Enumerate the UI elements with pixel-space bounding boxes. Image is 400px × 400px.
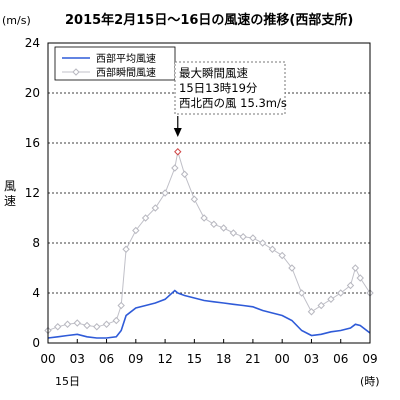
gust-point xyxy=(132,226,140,235)
x-tick-label: 06 xyxy=(99,352,114,366)
x-tick-label: 06 xyxy=(333,352,348,366)
legend-label-avg: 西部平均風速 xyxy=(96,52,156,65)
gust-point xyxy=(190,195,199,203)
y-tick-label: 8 xyxy=(32,236,40,250)
gust-point xyxy=(346,281,355,290)
x-unit-label: (時) xyxy=(360,375,380,388)
x-tick-label: 03 xyxy=(70,352,85,366)
gust-point xyxy=(297,289,306,297)
gust-point xyxy=(83,321,91,330)
y-axis-ticks: 0 4 8 12 16 20 24 xyxy=(25,36,40,350)
gust-point xyxy=(307,308,316,316)
avg-series-line xyxy=(47,289,371,339)
gust-point xyxy=(93,323,101,331)
plot-frame xyxy=(47,42,371,344)
gust-point xyxy=(73,319,81,327)
date-label: 15日 xyxy=(55,375,80,388)
legend-label-gust: 西部瞬間風速 xyxy=(96,66,156,79)
x-tick-label: 09 xyxy=(128,352,143,366)
grid-lines xyxy=(48,92,370,294)
annotation-arrow-head xyxy=(173,128,182,137)
x-tick-label: 00 xyxy=(275,352,290,366)
gust-point xyxy=(54,323,62,331)
gust-point xyxy=(239,233,247,241)
gust-point xyxy=(151,204,160,212)
gust-point xyxy=(356,274,364,282)
x-tick-label: 15 xyxy=(187,352,202,366)
annotation-line: 15日13時19分 xyxy=(179,81,258,95)
gust-point xyxy=(180,170,189,178)
annotation-line: 西北西の風 15.3m/s xyxy=(179,96,287,110)
annotation-box xyxy=(174,61,286,115)
gust-point xyxy=(268,245,277,253)
gust-point xyxy=(317,301,325,310)
x-tick-label: 00 xyxy=(40,352,55,366)
y-tick-label: 20 xyxy=(25,86,40,100)
gust-point xyxy=(278,251,286,260)
x-tick-label: 12 xyxy=(157,352,172,366)
gust-point xyxy=(174,148,182,156)
x-tick-label: 09 xyxy=(362,352,377,366)
gust-point xyxy=(249,234,257,242)
gust-point xyxy=(112,316,121,325)
gust-point xyxy=(161,189,169,197)
gust-point xyxy=(288,264,296,272)
plot-area xyxy=(44,148,374,339)
gust-point xyxy=(258,239,267,247)
annotation-line: 最大瞬間風速 xyxy=(179,66,248,80)
gust-point xyxy=(351,264,360,272)
y-tick-label: 16 xyxy=(25,136,40,150)
gust-point xyxy=(141,214,150,222)
gust-point xyxy=(102,320,111,328)
x-axis-ticks: 00 03 06 09 12 15 18 21 00 03 06 09 xyxy=(40,339,378,366)
y-tick-label: 24 xyxy=(25,36,40,50)
gust-point xyxy=(337,289,345,297)
chart-title: 2015年2月15日～16日の風速の推移(西部支所) xyxy=(65,12,353,28)
legend-marker-gust xyxy=(72,68,80,76)
y-axis-label: 風 速 xyxy=(4,179,20,208)
y-tick-label: 0 xyxy=(32,336,40,350)
gust-point xyxy=(171,164,179,172)
y-tick-label: 4 xyxy=(32,286,40,300)
gust-point xyxy=(63,320,72,328)
gust-point xyxy=(327,295,335,303)
gust-point xyxy=(122,245,130,253)
gust-point xyxy=(219,224,228,232)
y-tick-label: 12 xyxy=(25,186,40,200)
x-tick-label: 21 xyxy=(245,352,260,366)
gust-point xyxy=(210,220,218,228)
y-unit-label: (m/s) xyxy=(2,14,31,27)
x-tick-label: 03 xyxy=(304,352,319,366)
gust-point xyxy=(200,214,208,222)
gust-point xyxy=(229,229,238,237)
gust-point xyxy=(117,301,125,310)
x-tick-label: 18 xyxy=(216,352,231,366)
